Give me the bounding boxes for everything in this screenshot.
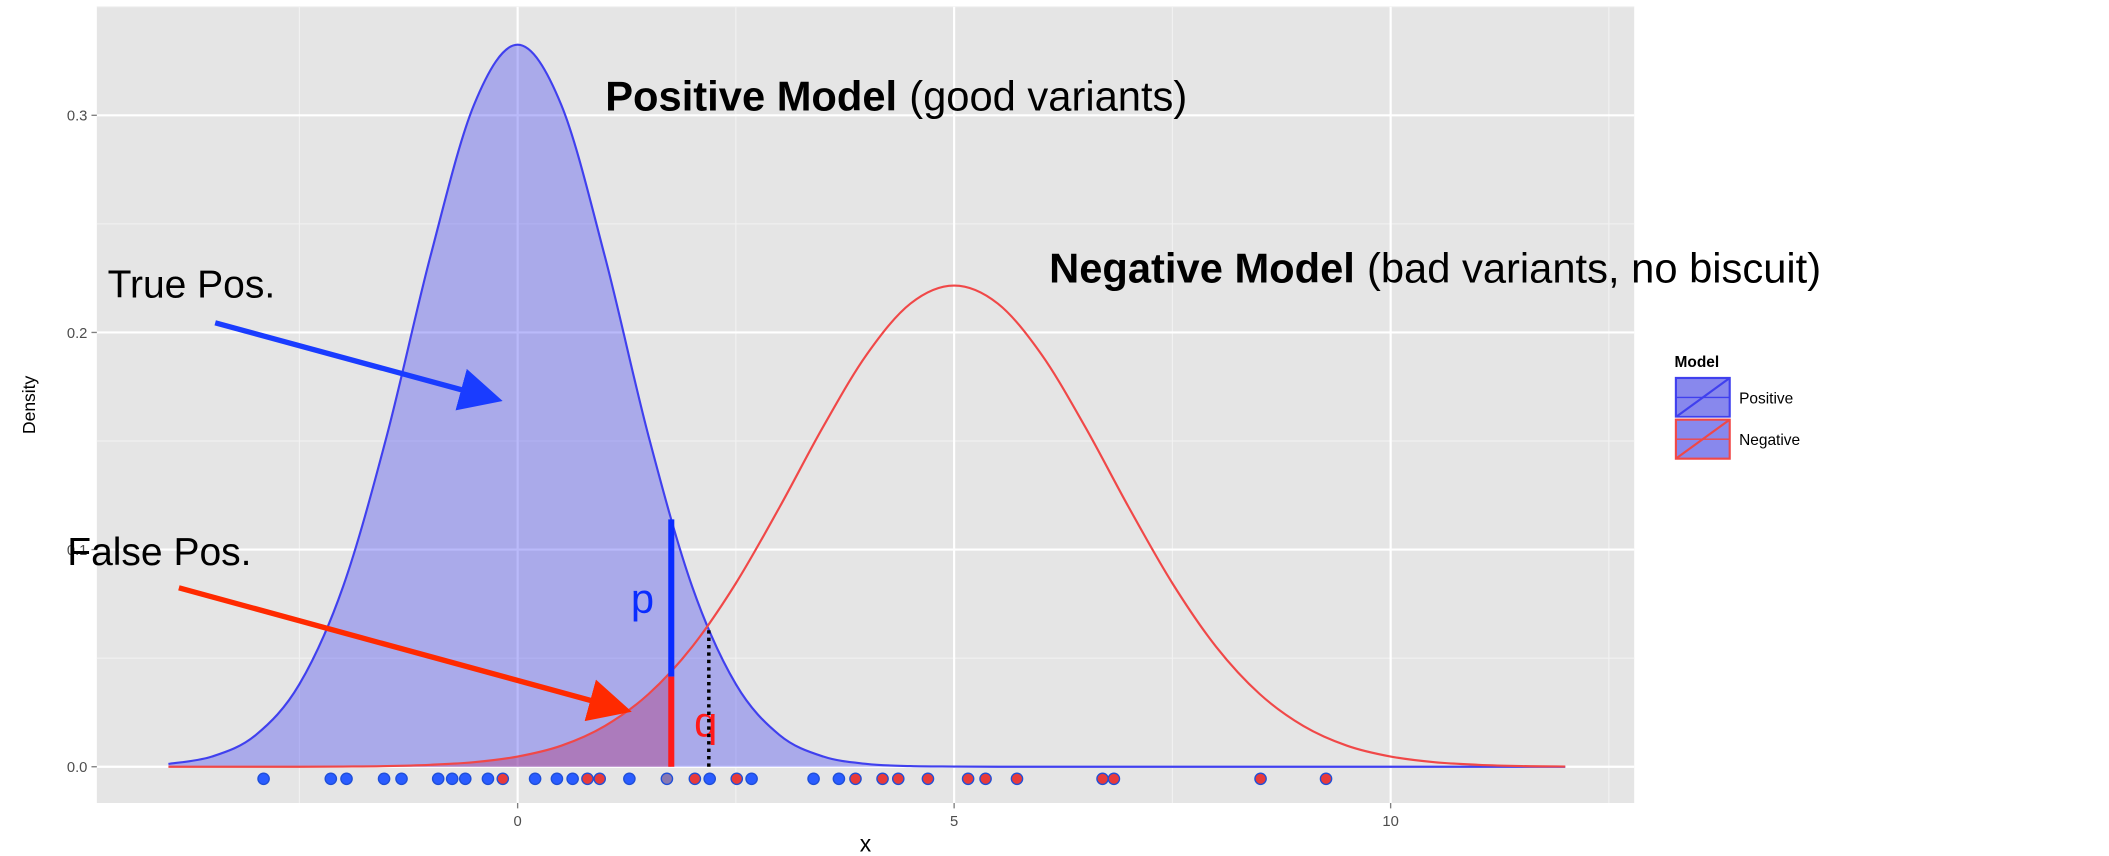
threshold-label: p	[631, 575, 654, 622]
false-pos-arrow	[178, 585, 632, 722]
legend-title: Model	[1675, 354, 1720, 371]
threshold-lines: pq	[631, 519, 717, 767]
rug-point	[377, 772, 391, 786]
rug-point	[528, 772, 542, 786]
rug-point	[593, 772, 607, 786]
legend-diagonal	[1675, 377, 1731, 418]
areas	[168, 44, 1566, 767]
density-area	[168, 671, 672, 767]
y-tick-label: 0.1	[67, 543, 88, 559]
positive-annotation: Positive Model (good variants)	[605, 72, 1187, 119]
true-pos-arrow	[214, 320, 503, 411]
rug-point	[257, 772, 270, 786]
threshold-label: q	[694, 698, 717, 745]
plot-panel	[96, 6, 1635, 804]
rug-point	[1107, 772, 1121, 786]
rug-point	[745, 772, 758, 786]
rug-point	[1254, 772, 1267, 786]
axes: 0 5 10 0.0 0.1 0.2 0.3 x Density	[19, 109, 1399, 856]
rug-point	[431, 772, 445, 786]
rug-point	[849, 772, 862, 786]
rug-point	[1319, 772, 1333, 786]
rug-point	[876, 772, 889, 786]
rug-point	[395, 772, 408, 786]
legend: Model Positive Negative	[1673, 354, 1800, 461]
rug-point	[458, 772, 472, 786]
rug-point	[445, 772, 459, 786]
density-line	[168, 284, 1566, 768]
annotation-rest: (good variants)	[909, 72, 1187, 119]
x-tick-label: 10	[1382, 814, 1398, 830]
rug-point	[1096, 772, 1109, 786]
rug-point	[496, 772, 510, 786]
true-pos-label: True Pos.	[108, 263, 276, 306]
rug-point	[550, 772, 564, 786]
rug-point	[623, 772, 636, 786]
rug-point	[1010, 772, 1024, 786]
density-line	[168, 43, 1566, 768]
negative-annotation: Negative Model (bad variants, no biscuit)	[1049, 244, 1821, 291]
rug-point	[891, 772, 905, 786]
x-tick-label: 5	[950, 814, 958, 830]
rug-point	[688, 772, 702, 786]
annotation-bold: Negative Model	[1049, 244, 1355, 291]
rug-point	[581, 772, 594, 786]
lines	[168, 43, 1566, 768]
rug-point	[807, 772, 820, 786]
grid	[96, 6, 1635, 804]
rug-point	[340, 772, 353, 786]
density-area	[168, 44, 1566, 767]
y-tick-label: 0.0	[67, 760, 88, 776]
rug	[257, 772, 1333, 786]
legend-label: Positive	[1739, 391, 1793, 408]
rug-point	[660, 772, 674, 786]
rug-point	[961, 772, 975, 786]
annotation-rest: (bad variants, no biscuit)	[1367, 244, 1821, 291]
legend-label: Negative	[1739, 432, 1800, 449]
rug-point	[921, 772, 935, 786]
rug-point	[703, 772, 717, 786]
y-tick-label: 0.3	[67, 109, 88, 125]
legend-diagonal	[1675, 418, 1731, 460]
annotation-bold: Positive Model	[605, 72, 897, 119]
y-tick-label: 0.2	[67, 326, 88, 342]
rug-point	[832, 772, 846, 786]
rug-point	[566, 772, 579, 786]
rug-point	[324, 772, 338, 786]
rug-point	[730, 772, 744, 786]
y-axis-label: Density	[19, 375, 39, 434]
false-pos-label: False Pos.	[67, 531, 251, 574]
x-axis-label: x	[860, 830, 872, 856]
rug-point	[481, 772, 495, 786]
x-tick-label: 0	[514, 814, 522, 830]
rug-point	[979, 772, 992, 786]
